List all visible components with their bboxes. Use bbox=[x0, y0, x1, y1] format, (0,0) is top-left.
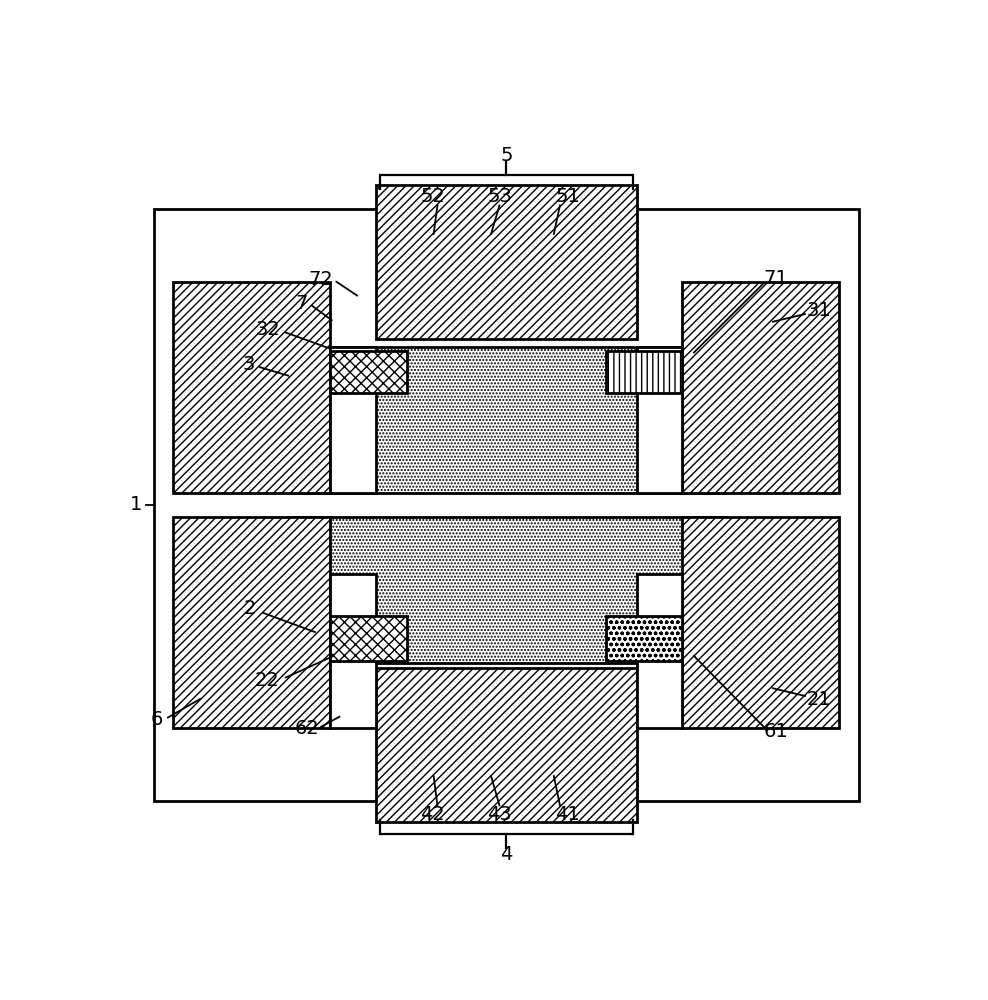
Bar bbox=[288, 517, 724, 663]
Text: 3: 3 bbox=[242, 355, 255, 374]
Text: 61: 61 bbox=[764, 722, 788, 741]
Text: 42: 42 bbox=[421, 805, 446, 824]
Bar bbox=[376, 668, 636, 822]
Text: 31: 31 bbox=[806, 301, 831, 320]
Bar bbox=[330, 574, 376, 728]
Text: 62: 62 bbox=[294, 719, 320, 738]
Bar bbox=[606, 351, 683, 393]
Text: 72: 72 bbox=[308, 270, 333, 289]
Text: 2: 2 bbox=[244, 599, 256, 618]
Bar bbox=[636, 574, 683, 728]
Bar bbox=[636, 347, 683, 493]
Text: 4: 4 bbox=[500, 845, 513, 864]
Text: 22: 22 bbox=[255, 671, 280, 690]
Bar bbox=[173, 282, 330, 493]
Bar bbox=[683, 282, 840, 493]
Bar bbox=[154, 209, 859, 801]
Text: 7: 7 bbox=[295, 294, 307, 313]
Text: 53: 53 bbox=[487, 187, 512, 206]
Bar bbox=[606, 616, 683, 661]
Bar bbox=[173, 517, 330, 728]
Text: 21: 21 bbox=[806, 690, 831, 709]
Text: 51: 51 bbox=[555, 187, 580, 206]
Text: 5: 5 bbox=[500, 146, 513, 165]
Text: 6: 6 bbox=[151, 710, 163, 729]
Text: 43: 43 bbox=[487, 805, 512, 824]
Bar bbox=[330, 351, 407, 393]
Bar bbox=[330, 347, 376, 493]
Text: 1: 1 bbox=[130, 495, 142, 514]
Bar bbox=[683, 517, 840, 728]
Text: 32: 32 bbox=[255, 320, 280, 339]
Bar bbox=[288, 347, 724, 493]
Text: 71: 71 bbox=[764, 269, 788, 288]
Text: 52: 52 bbox=[421, 187, 446, 206]
Bar bbox=[330, 616, 407, 661]
Bar bbox=[376, 185, 636, 339]
Text: 41: 41 bbox=[555, 805, 580, 824]
